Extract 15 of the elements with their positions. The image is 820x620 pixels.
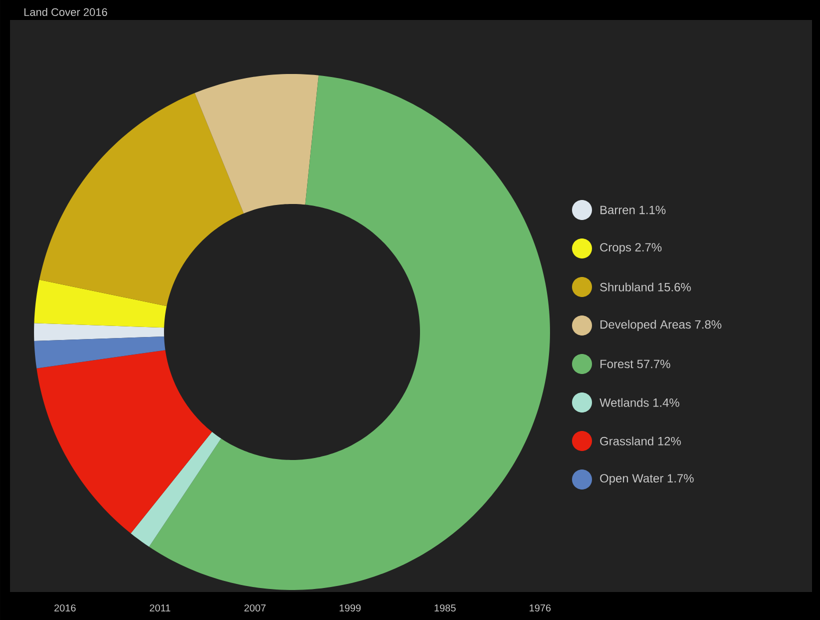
legend-label: Developed Areas 7.8%: [600, 320, 722, 332]
chart-title: Land Cover 2016: [24, 8, 108, 16]
legend-label: Forest 57.7%: [600, 360, 670, 368]
legend-label: Wetlands 1.4%: [600, 398, 680, 407]
text: 1976: [530, 604, 551, 612]
legend-label: Crops 2.7%: [600, 243, 662, 254]
text: 1999: [340, 604, 361, 612]
text: 2016: [54, 604, 76, 612]
text: 2007: [244, 604, 266, 612]
legend-label: Grassland 12%: [600, 436, 681, 446]
legend-label: Shrubland 15.6%: [600, 282, 691, 292]
text: 1985: [434, 604, 456, 612]
text: 2011: [150, 604, 170, 612]
legend-label: Open Water 1.7%: [600, 474, 694, 485]
legend-label: Barren 1.1%: [600, 206, 666, 214]
